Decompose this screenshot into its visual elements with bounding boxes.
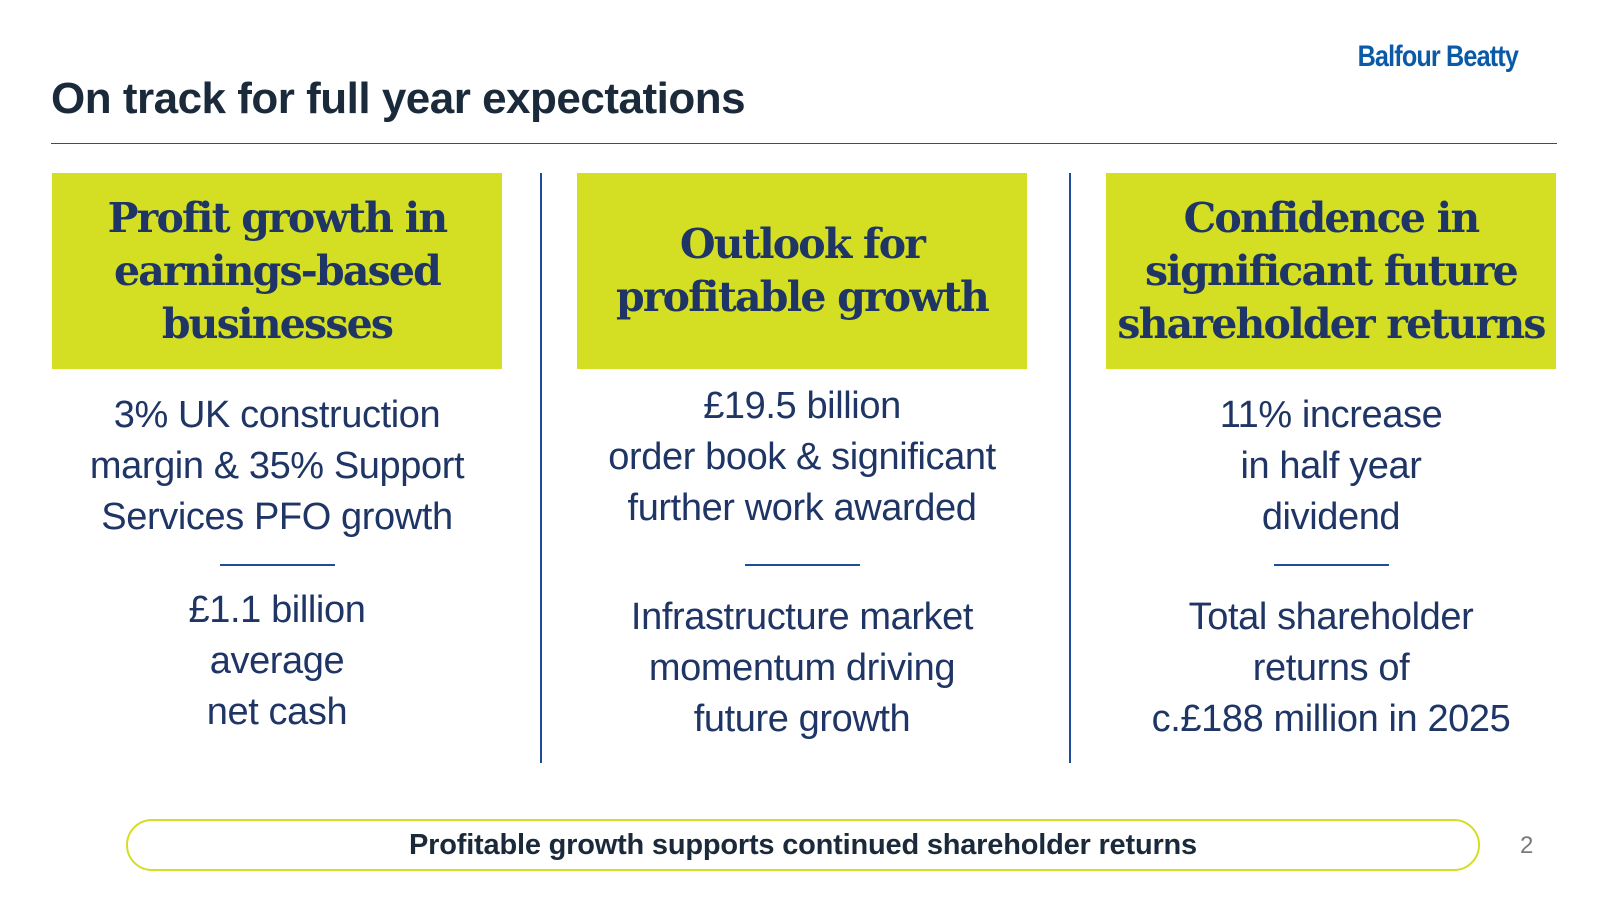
summary-banner: Profitable growth supports continued sha… <box>126 819 1480 871</box>
column-heading-box: Profit growth in earnings-based business… <box>52 173 502 369</box>
column-shareholder-returns: Confidence in significant future shareho… <box>1106 173 1556 740</box>
statement-line: Infrastructure market <box>630 596 974 638</box>
column-profit-growth: Profit growth in earnings-based business… <box>52 173 502 733</box>
statement-line: c.£188 million in 2025 <box>1151 698 1511 740</box>
statement-line: further work awarded <box>627 487 977 529</box>
statement-line: future growth <box>693 698 911 740</box>
statement-line: 11% increase <box>1219 394 1443 436</box>
column-heading: Confidence in significant future shareho… <box>1117 193 1546 348</box>
statement-divider <box>745 564 860 566</box>
column-heading: Profit growth in earnings-based business… <box>107 193 449 348</box>
statement-line: Total shareholder <box>1188 596 1474 638</box>
column-top-statement: 3% UK construction margin & 35% Support … <box>52 390 502 543</box>
column-heading: Outlook for profitable growth <box>616 220 990 321</box>
balfour-beatty-logo: Balfour Beatty <box>1357 40 1519 73</box>
column-top-statement: 11% increase in half year dividend <box>1106 390 1556 543</box>
column-heading-box: Outlook for profitable growth <box>577 173 1027 369</box>
column-heading-box: Confidence in significant future shareho… <box>1106 173 1556 369</box>
column-divider <box>540 173 542 763</box>
statement-line: £19.5 billion <box>703 385 901 427</box>
statement-line: dividend <box>1261 496 1401 538</box>
column-bottom-statement: £1.1 billion average net cash <box>52 585 502 738</box>
page-number: 2 <box>1520 832 1534 859</box>
column-divider <box>1069 173 1071 763</box>
statement-line: Services PFO growth <box>101 496 453 538</box>
summary-banner-text: Profitable growth supports continued sha… <box>409 828 1197 861</box>
statement-line: 3% UK construction <box>113 394 441 436</box>
statement-line: returns of <box>1252 647 1410 689</box>
slide-title: On track for full year expectations <box>51 74 746 123</box>
statement-line: order book & significant <box>608 436 996 478</box>
statement-line: momentum driving <box>648 647 956 689</box>
statement-line: net cash <box>206 691 348 733</box>
statement-line: average <box>209 640 345 682</box>
column-bottom-statement: Total shareholder returns of c.£188 mill… <box>1106 592 1556 745</box>
column-outlook: Outlook for profitable growth £19.5 bill… <box>577 173 1027 740</box>
title-divider <box>51 143 1557 144</box>
statement-line: margin & 35% Support <box>89 445 465 487</box>
statement-divider <box>1274 564 1389 566</box>
statement-line: £1.1 billion <box>188 589 366 631</box>
statement-divider <box>220 564 335 566</box>
column-bottom-statement: Infrastructure market momentum driving f… <box>577 592 1027 745</box>
column-top-statement: £19.5 billion order book & significant f… <box>577 381 1027 534</box>
statement-line: in half year <box>1240 445 1422 487</box>
